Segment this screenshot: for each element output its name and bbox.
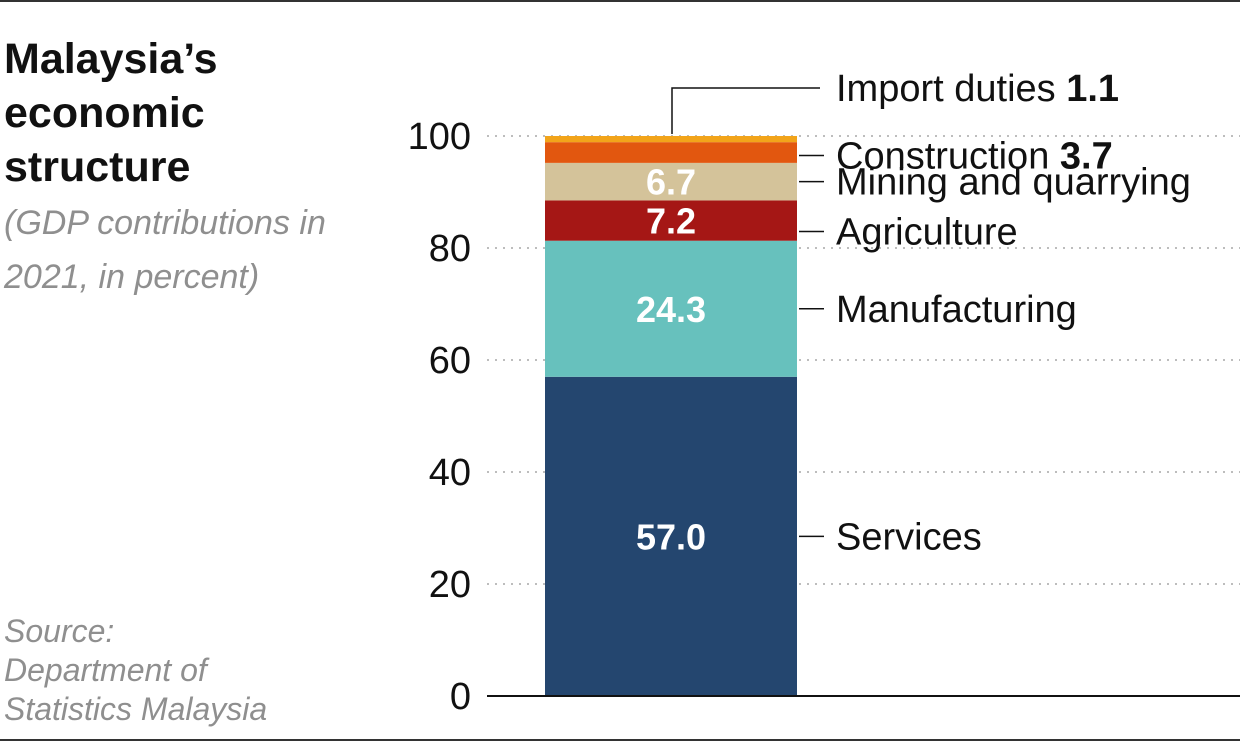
category-label: Mining and quarrying [836, 162, 1191, 204]
y-tick-label: 80 [429, 228, 471, 270]
bar-segment [545, 240, 797, 377]
chart-title: Malaysia’s economic structure [4, 35, 218, 191]
category-name: Construction [836, 136, 1049, 178]
bar-segment [545, 142, 797, 163]
category-name: Manufacturing [836, 289, 1077, 331]
chart-subtitle: (GDP contributions in 2021, in percent) [4, 204, 326, 296]
bar-segment [545, 200, 797, 241]
y-tick-label: 60 [429, 340, 471, 382]
y-tick-label: 40 [429, 452, 471, 494]
y-tick-label: 100 [408, 116, 471, 158]
segment-value-label: 6.7 [646, 162, 696, 203]
category-name: Import duties [836, 68, 1056, 110]
segment-value-label: 24.3 [636, 289, 706, 330]
source-line: Department of [4, 652, 207, 688]
category-label: Manufacturing [836, 289, 1077, 331]
category-name: Agriculture [836, 212, 1018, 254]
segment-value-label: 7.2 [646, 201, 696, 242]
category-label: Construction 3.7 [836, 136, 1113, 178]
category-name: Mining and quarrying [836, 162, 1191, 204]
category-label: Import duties 1.1 [836, 68, 1119, 110]
category-value: 1.1 [1056, 68, 1119, 110]
y-tick-label: 20 [429, 564, 471, 606]
source-line: Statistics Malaysia [4, 691, 268, 727]
source-line: Source: [4, 613, 115, 649]
bottom-rule [0, 739, 1240, 741]
category-label: Agriculture [836, 212, 1018, 254]
source-note: Source: Department of Statistics Malaysi… [4, 612, 344, 729]
category-value: 3.7 [1049, 136, 1112, 178]
bar-segment [545, 162, 797, 201]
bar-segment [545, 136, 797, 143]
category-name: Services [836, 516, 982, 558]
bar-segment [545, 376, 797, 696]
top-rule [0, 0, 1240, 2]
category-label: Services [836, 516, 982, 558]
y-tick-label: 0 [450, 676, 471, 718]
segment-value-label: 57.0 [636, 516, 706, 557]
leader-line [671, 87, 820, 134]
